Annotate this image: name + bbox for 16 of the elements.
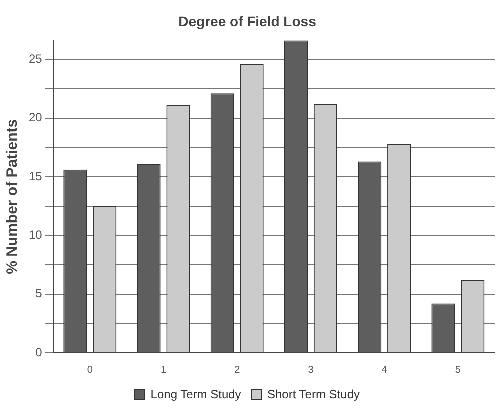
- x-tick-label: 3: [308, 364, 314, 376]
- y-tick-label: 15: [28, 169, 43, 184]
- x-tick-label: 4: [382, 364, 388, 376]
- legend-label: Short Term Study: [268, 387, 360, 402]
- x-tick-label: 5: [455, 364, 462, 376]
- x-tick-label: 0: [87, 364, 94, 376]
- x-tick-label: 2: [234, 364, 241, 376]
- y-tick-label: 20: [28, 110, 43, 125]
- y-axis-title: % Number of Patients: [4, 119, 22, 274]
- y-tick-label: 10: [28, 228, 43, 242]
- y-tick-label: 0: [36, 345, 43, 360]
- chart-title: Degree of Field Loss: [178, 13, 317, 30]
- y-tick-label: 5: [36, 286, 43, 301]
- legend-label: Long Term Study: [150, 387, 242, 402]
- x-tick-label: 1: [160, 364, 167, 376]
- y-tick-label: 25: [28, 52, 43, 66]
